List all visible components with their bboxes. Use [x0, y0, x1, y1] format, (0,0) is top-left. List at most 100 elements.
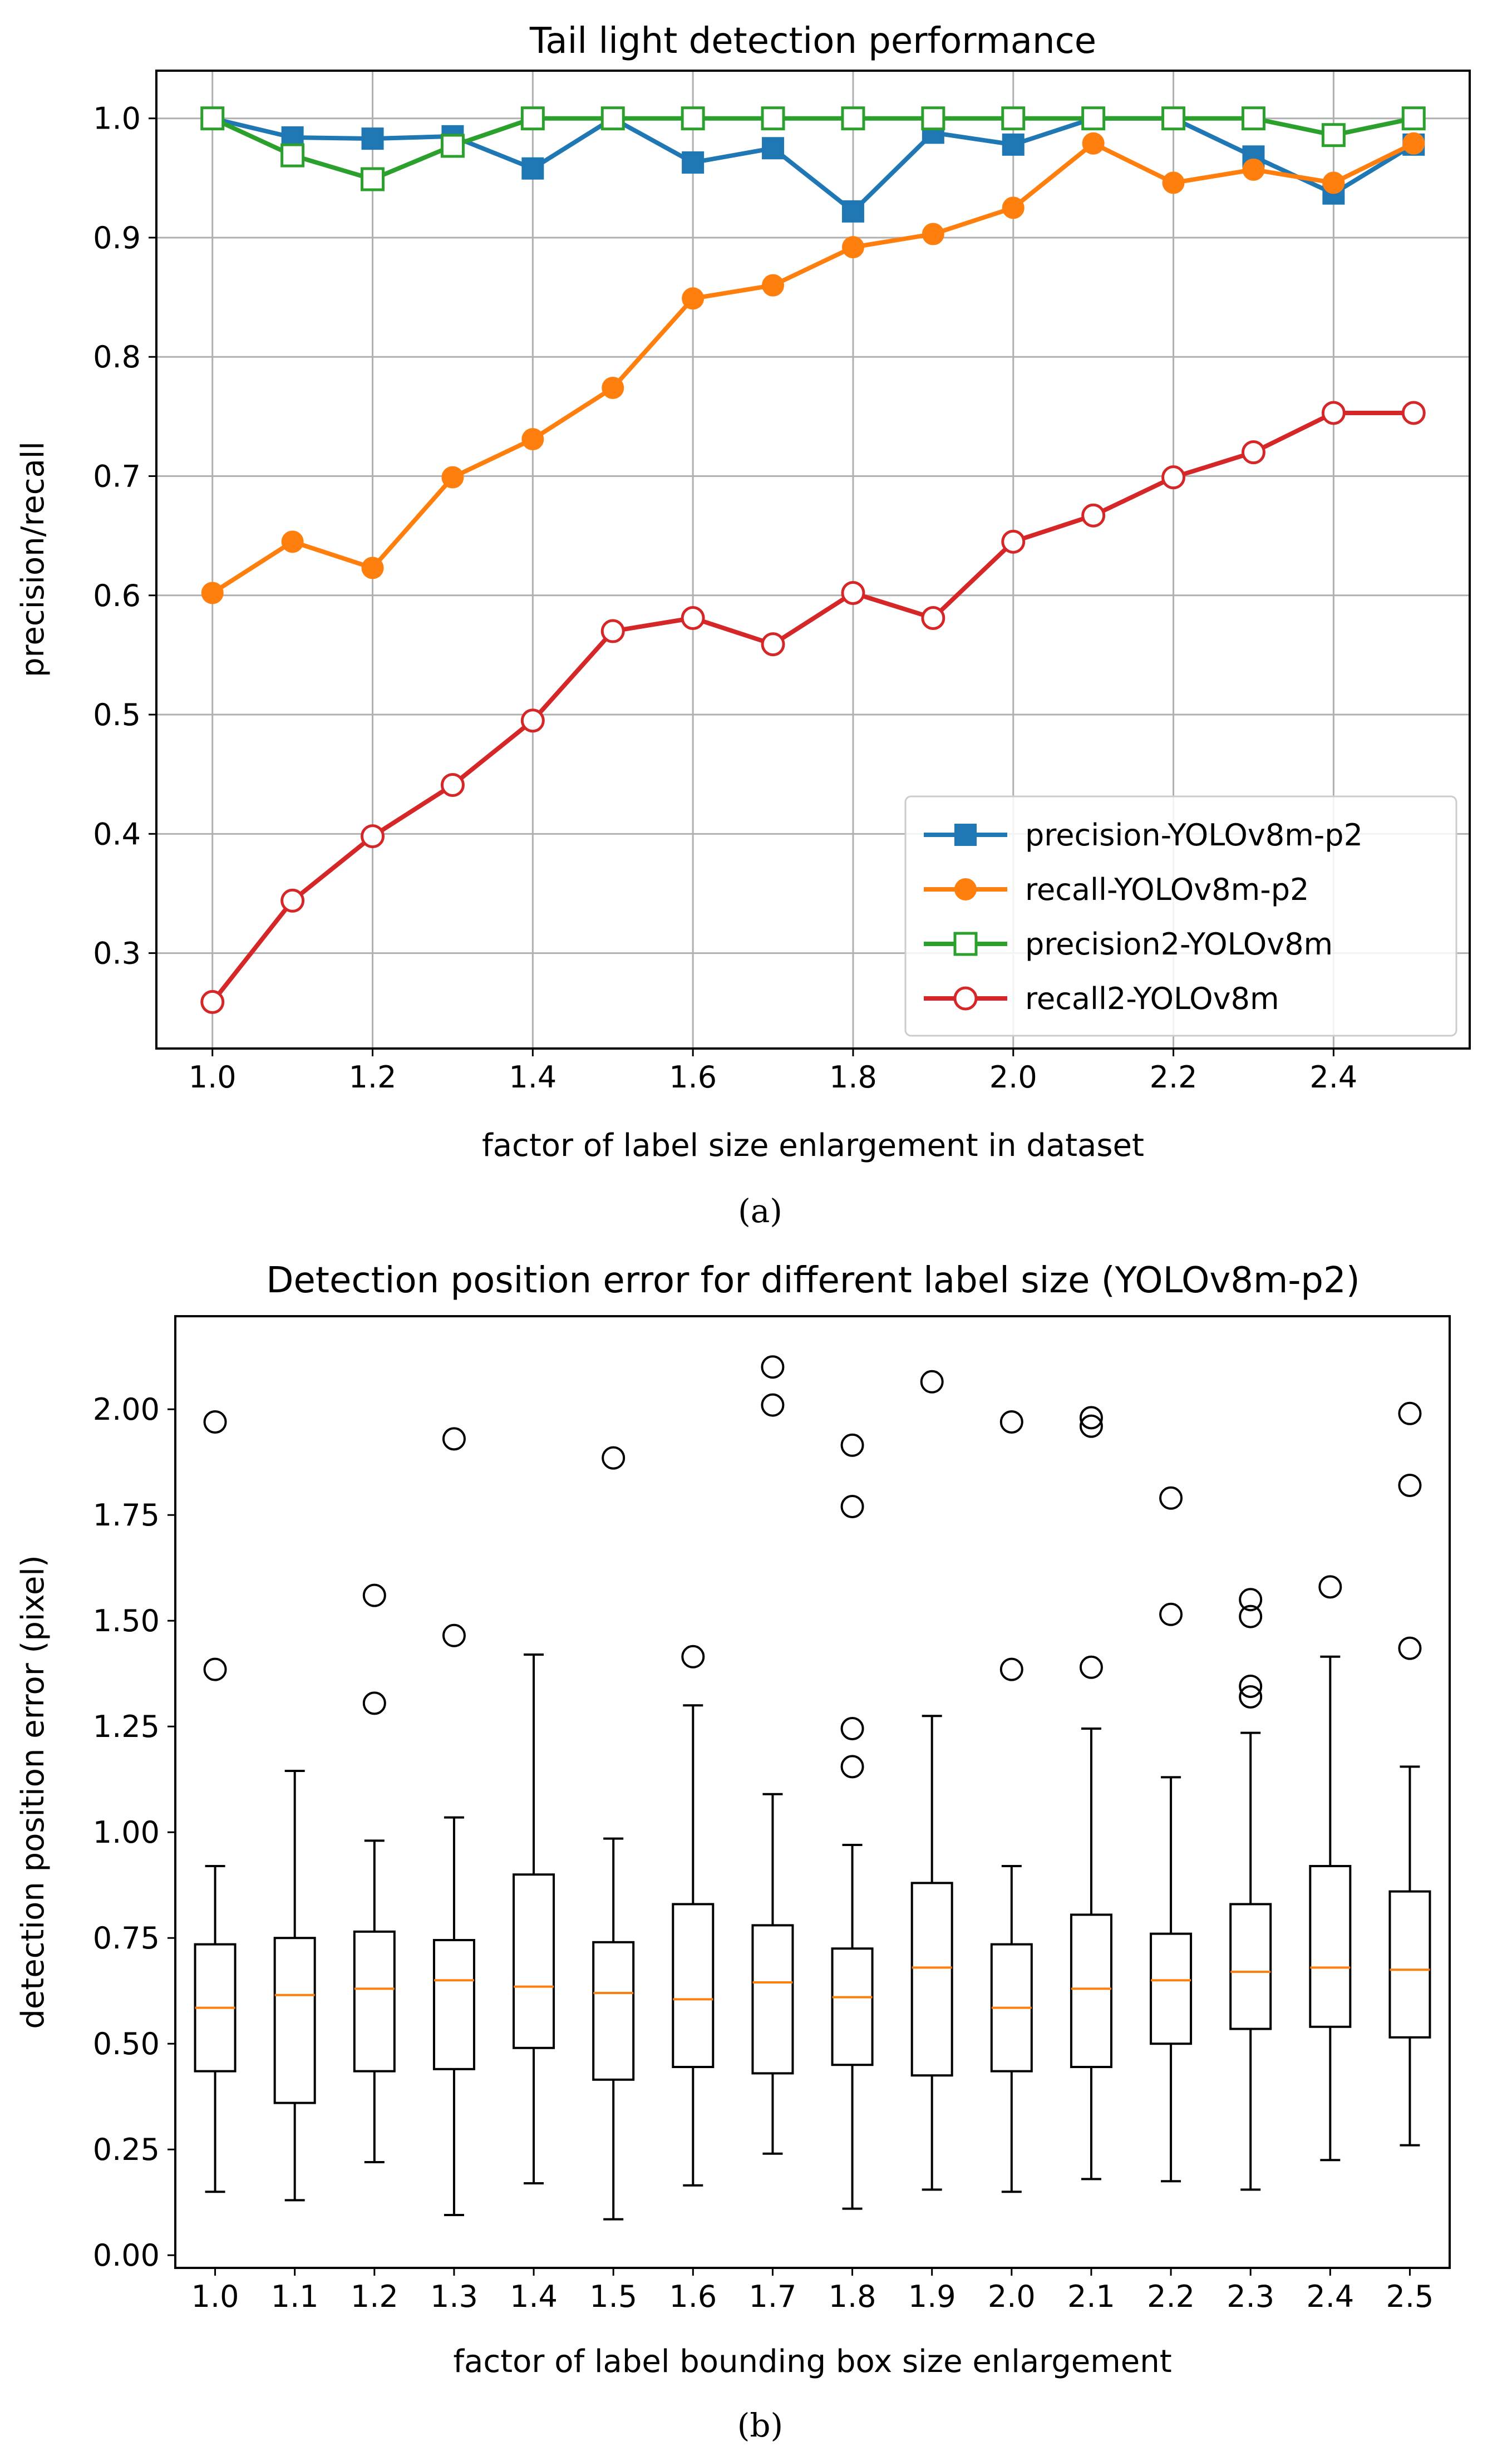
- box-1.0: [194, 1410, 237, 2193]
- data-point-precision2-yolov8m: [440, 134, 465, 158]
- legend-box: [904, 795, 1457, 1037]
- iqr-box: [1150, 1932, 1193, 2045]
- chart-a-x-label: factor of label size enlargement in data…: [482, 1128, 1144, 1164]
- data-point-precision2-yolov8m: [681, 106, 705, 131]
- chart-a-series: [200, 106, 1426, 1014]
- y-tick-label: 0.3: [93, 936, 141, 971]
- chart-b-y-ticks: 0.00 0.25 0.50 0.75 1.00 1.25 1.50 1.75 2.00: [93, 1392, 175, 2273]
- data-point-precision-yolov8m-p2: [682, 151, 705, 174]
- data-point-recall-yolov8m-p2: [1322, 171, 1345, 194]
- box-2.0: [990, 1410, 1033, 2193]
- y-tick-label: 0.9: [93, 220, 141, 255]
- x-tick-label: 1.4: [510, 2279, 558, 2314]
- y-tick-label: 1.00: [93, 1815, 160, 1850]
- data-point-recall2-yolov8m: [1241, 440, 1265, 465]
- x-tick-label: 2.4: [1306, 2279, 1354, 2314]
- x-tick-label: 1.7: [748, 2279, 796, 2314]
- chart-b-x-ticks: 1.0 1.1 1.2 1.3 1.4 1.5 1.6 1.7 1.8 1.9 2.0 2.1 2.2 2…: [191, 2268, 1434, 2314]
- data-point-recall-yolov8m-p2: [922, 223, 944, 245]
- outlier-point: [1398, 1636, 1422, 1660]
- chart-a-x-ticks: 1.0 1.2 1.4 1.6 1.8 2.0 2.2 2.4: [189, 1049, 1357, 1095]
- outlier-point: [1239, 1685, 1263, 1709]
- data-point-precision2-yolov8m: [841, 106, 865, 131]
- chart-b-title: Detection position error for different l…: [266, 1260, 1360, 1301]
- iqr-box: [353, 1930, 396, 2073]
- data-point-recall2-yolov8m: [841, 580, 865, 605]
- series-line-precision-yolov8m-p2: [211, 116, 1415, 214]
- data-point-recall2-yolov8m: [1001, 529, 1026, 554]
- x-tick-label: 1.1: [271, 2279, 319, 2314]
- outlier-point: [681, 1645, 705, 1668]
- iqr-box: [1229, 1903, 1272, 2030]
- legend-marker-precision2-yolov8m: [953, 932, 978, 956]
- box-1.2: [353, 1583, 396, 2163]
- y-tick-label: 2.00: [93, 1392, 160, 1427]
- data-point-precision2-yolov8m: [1081, 106, 1106, 131]
- data-point-precision2-yolov8m: [1161, 106, 1186, 131]
- x-tick-label: 1.0: [189, 1060, 237, 1095]
- data-point-recall2-yolov8m: [681, 606, 705, 630]
- outlier-point: [840, 1433, 864, 1457]
- series-precision2-yolov8m: [200, 106, 1426, 191]
- outlier-point: [1159, 1602, 1183, 1626]
- x-tick-label: 1.8: [829, 1060, 877, 1095]
- data-point-precision2-yolov8m: [921, 106, 945, 131]
- outlier-point: [442, 1427, 466, 1451]
- outlier-point: [203, 1657, 227, 1681]
- chart-b-boxes: [194, 1355, 1431, 2221]
- outlier-point: [1079, 1655, 1103, 1679]
- y-tick-label: 0.75: [93, 1921, 160, 1956]
- x-tick-label: 2.5: [1386, 2279, 1434, 2314]
- y-tick-label: 0.6: [93, 578, 141, 613]
- outlier-point: [761, 1355, 785, 1379]
- x-tick-label: 2.4: [1309, 1060, 1357, 1095]
- data-point-recall-yolov8m-p2: [201, 582, 224, 604]
- outlier-point: [362, 1583, 386, 1607]
- legend-marker-precision-yolov8m-p2: [954, 824, 977, 846]
- legend-marker-recall2-yolov8m: [953, 986, 978, 1011]
- outlier-point: [1239, 1675, 1263, 1698]
- iqr-box: [910, 1882, 953, 2077]
- x-tick-label: 1.0: [191, 2279, 239, 2314]
- series-line-recall-yolov8m-p2: [211, 141, 1415, 595]
- iqr-box: [592, 1941, 635, 2081]
- data-point-recall2-yolov8m: [440, 772, 465, 797]
- chart-a: Tail light detection performance 1.0 1.2 1…: [15, 21, 1471, 1230]
- data-point-recall2-yolov8m: [761, 632, 785, 657]
- data-point-precision2-yolov8m: [520, 106, 545, 131]
- data-point-precision-yolov8m-p2: [361, 127, 384, 150]
- x-tick-label: 1.5: [589, 2279, 637, 2314]
- series-line-recall2-yolov8m: [210, 410, 1414, 1003]
- iqr-box: [1388, 1890, 1431, 2039]
- iqr-box: [831, 1947, 874, 2066]
- x-tick-label: 2.0: [989, 1060, 1037, 1095]
- data-point-precision2-yolov8m: [280, 143, 305, 168]
- data-point-recall-yolov8m-p2: [841, 236, 864, 259]
- data-point-recall-yolov8m-p2: [441, 466, 464, 489]
- box-2.4: [1309, 1575, 1352, 2162]
- outlier-point: [203, 1410, 227, 1434]
- data-point-precision-yolov8m-p2: [1002, 133, 1025, 156]
- chart-a-legend: precision-YOLOv8m-p2 recall-YOLOv8m-p2 pre…: [904, 795, 1457, 1037]
- data-point-precision2-yolov8m: [761, 106, 785, 131]
- data-point-precision-yolov8m-p2: [521, 157, 544, 180]
- outlier-point: [840, 1495, 864, 1518]
- chart-a-y-ticks: 0.3 0.4 0.5 0.6 0.7 0.8 0.9 1.0: [93, 101, 156, 971]
- x-tick-label: 1.6: [669, 1060, 717, 1095]
- chart-b-y-label: detection position error (pixel): [15, 1555, 51, 2029]
- legend-label-recall-yolov8m-p2: recall-YOLOv8m-p2: [1025, 872, 1309, 907]
- outlier-point: [999, 1410, 1023, 1434]
- x-tick-label: 1.6: [669, 2279, 717, 2314]
- x-tick-label: 2.1: [1067, 2279, 1115, 2314]
- legend-marker-recall-yolov8m-p2: [954, 878, 977, 900]
- chart-b: Detection position error for different l…: [15, 1260, 1451, 2444]
- data-point-recall-yolov8m-p2: [521, 428, 544, 451]
- data-point-recall2-yolov8m: [280, 888, 305, 913]
- chart-a-title: Tail light detection performance: [529, 21, 1096, 62]
- outlier-point: [840, 1755, 864, 1779]
- data-point-precision2-yolov8m: [1241, 106, 1265, 131]
- box-1.3: [432, 1427, 475, 2216]
- y-tick-label: 0.8: [93, 339, 141, 375]
- outlier-point: [920, 1370, 944, 1394]
